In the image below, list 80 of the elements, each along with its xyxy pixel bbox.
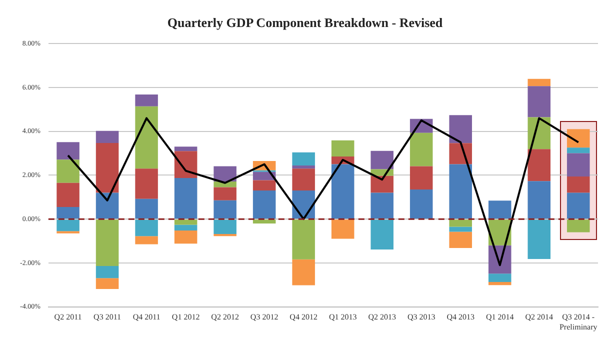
x-tick-label: Q3 2014 - Preliminary [559,312,598,332]
bar [449,164,472,219]
bar [566,129,590,148]
bar [135,220,158,236]
bar [56,160,80,183]
bar [370,150,394,170]
bar [56,220,80,232]
bar [410,132,433,166]
x-tick-label: Q2 2013 [368,312,396,322]
x-tick-label: Q1 2013 [328,312,357,322]
x-tick-label: Q4 2011 [132,312,160,322]
bar [252,190,276,219]
bar [528,86,550,118]
x-tick-label: Q3 2012 [250,312,278,322]
bar [370,192,394,219]
x-tick-label: Q3 2011 [94,312,122,322]
bar [96,278,119,290]
bar [331,220,354,239]
bar [488,200,512,219]
bar [370,220,394,250]
bar [566,192,590,219]
bar [214,234,236,236]
bar [292,259,315,286]
bar [331,140,354,157]
bar [528,220,550,259]
x-tick-label: Q2 2011 [54,312,82,322]
x-tick-label: Q2 2012 [211,312,239,322]
bar [566,220,590,232]
bar [566,153,590,177]
bar [488,282,512,286]
bar [292,166,315,169]
bar [449,115,472,144]
bar [135,106,158,169]
bar [56,182,80,208]
x-tick-label: Q4 2013 [446,312,474,322]
bar [528,149,550,182]
bar [135,236,158,244]
x-tick-label: Q1 2014 [486,312,514,322]
bar [96,266,119,278]
x-tick-label: Q1 2012 [172,312,200,322]
bar [96,192,119,219]
bar [528,181,550,219]
bar [56,142,80,160]
bar [528,78,550,86]
bar [292,168,315,191]
bar [214,220,236,234]
bar [135,198,158,219]
bar [566,176,590,193]
bar [96,142,119,193]
bar [174,178,198,219]
bar [252,180,276,191]
bar [292,220,315,260]
x-tick-label: Q3 2013 [407,312,436,322]
x-tick-label: Q2 2014 [525,312,554,322]
bar [174,224,198,230]
x-tick-label: Q4 2012 [290,312,318,322]
bar [96,220,119,266]
bar [488,274,512,282]
bar [214,200,236,219]
bar [214,166,236,182]
bar [449,220,472,227]
bar [370,176,394,193]
bar [410,189,433,219]
bar [449,226,472,232]
bar [214,187,236,200]
bar [135,94,158,106]
bar [449,232,472,248]
bar [174,230,198,244]
bar [174,146,198,152]
bar [135,168,158,199]
bar [410,166,433,190]
bar [252,220,276,224]
bar [174,220,198,225]
bar [449,143,472,164]
bar [566,148,590,154]
bar [331,164,354,219]
bar [292,152,315,166]
bar [96,130,119,143]
chart-title: Quarterly GDP Component Breakdown - Revised [167,15,444,30]
bar [56,207,80,219]
